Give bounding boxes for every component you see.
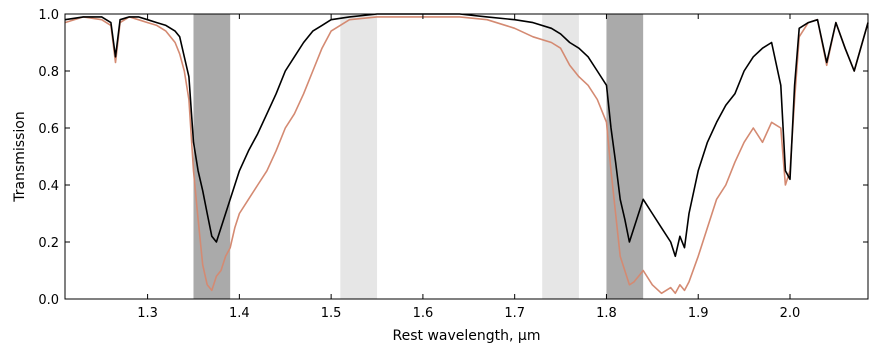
shaded-regions <box>193 14 644 299</box>
series-line-1 <box>64 13 869 258</box>
shaded-region-dark-3 <box>606 14 644 299</box>
x-axis-label: Rest wavelength, μm <box>393 328 541 344</box>
y-tick-label: 1.0 <box>38 8 59 23</box>
x-tick-label: 1.3 <box>137 306 158 321</box>
y-tick-label: 0.0 <box>38 293 59 308</box>
x-tick-label: 1.7 <box>504 306 525 321</box>
y-tick-label: 0.4 <box>38 179 59 194</box>
y-tick-label: 0.6 <box>38 122 59 137</box>
y-tick-label: 0.8 <box>38 65 59 80</box>
axis-ticks: 1.3 1.4 1.5 1.6 1.7 1.8 1.9 2.0 0.0 0.2 0.4 0.6 0.8 1… <box>38 8 868 321</box>
x-tick-label: 2.0 <box>780 306 801 321</box>
shaded-region-light-1 <box>340 14 378 299</box>
y-tick-label: 0.2 <box>38 236 59 251</box>
x-tick-label: 1.8 <box>596 306 617 321</box>
series-line-0 <box>64 16 869 295</box>
shaded-region-dark-0 <box>193 14 231 299</box>
y-axis-label: Transmission <box>12 111 28 202</box>
x-tick-label: 1.6 <box>413 306 434 321</box>
plot-frame <box>64 13 869 300</box>
x-tick-label: 1.4 <box>229 306 250 321</box>
x-tick-label: 1.9 <box>688 306 709 321</box>
shaded-region-light-2 <box>542 14 579 299</box>
x-tick-label: 1.5 <box>321 306 342 321</box>
series-lines <box>64 13 869 295</box>
